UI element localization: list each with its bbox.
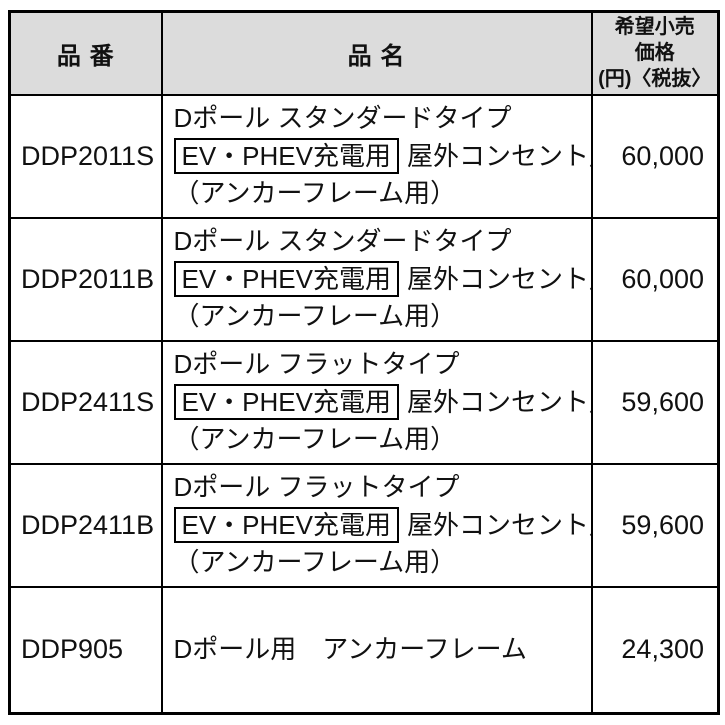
part-number: DDP2411B bbox=[8, 462, 163, 588]
part-number: DDP2011S bbox=[8, 93, 163, 219]
product-name-line2-rest: 屋外コンセント用 bbox=[407, 387, 590, 417]
ev-phev-badge: EV・PHEV充電用 bbox=[173, 507, 399, 543]
product-name-cell: Dポール フラットタイプ EV・PHEV充電用屋外コンセント用 （アンカーフレー… bbox=[160, 339, 593, 465]
product-name-cell: Dポール スタンダードタイプ EV・PHEV充電用屋外コンセント用 （アンカーフ… bbox=[160, 93, 593, 219]
part-number: DDP905 bbox=[8, 585, 163, 715]
header-retail-price: 希望小売 価格 (円)〈税抜〉 bbox=[590, 10, 720, 96]
ev-phev-badge: EV・PHEV充電用 bbox=[173, 261, 399, 297]
part-number: DDP2011B bbox=[8, 216, 163, 342]
price-value: 60,000 bbox=[590, 93, 720, 219]
header-retail-price-line2: 価格 bbox=[634, 42, 675, 65]
header-retail-price-line1: 希望小売 bbox=[614, 16, 695, 39]
table-row: DDP2011S Dポール スタンダードタイプ EV・PHEV充電用 屋外コンセン… bbox=[8, 93, 720, 219]
table-row: DDP905 Dポール用 アンカーフレーム 24,300 bbox=[8, 585, 720, 715]
part-number: DDP2411S bbox=[8, 339, 163, 465]
table-row: DDP2011B Dポール スタンダードタイプ EV・PHEV充電用 屋外コンセン… bbox=[8, 216, 720, 342]
header-retail-price-line3: (円)〈税抜〉 bbox=[598, 68, 712, 91]
product-name-cell: Dポール用 アンカーフレーム bbox=[160, 585, 593, 715]
price-value: 24,300 bbox=[590, 585, 720, 715]
product-name-line2: EV・PHEV充電用屋外コンセント用 bbox=[173, 383, 590, 421]
product-name-line1: Dポール スタンダードタイプ bbox=[173, 226, 512, 256]
product-name-line2: EV・PHEV充電用屋外コンセント用 bbox=[173, 137, 590, 175]
product-name-line2: EV・PHEV充電用屋外コンセント用 bbox=[173, 260, 590, 298]
ev-phev-badge: EV・PHEV充電用 bbox=[173, 138, 399, 174]
product-name-line2-rest: 屋外コンセント用 bbox=[407, 510, 590, 540]
product-name-line1: Dポール フラットタイプ bbox=[173, 349, 460, 379]
product-name-line2-rest: 屋外コンセント用 bbox=[407, 264, 590, 294]
product-name-line3: （アンカーフレーム用） bbox=[173, 547, 457, 577]
header-product-name: 品 名 bbox=[160, 10, 593, 96]
product-name-line3: （アンカーフレーム用） bbox=[173, 301, 457, 331]
table-row: DDP2411S Dポール フラットタイプ EV・PHEV充電用屋外コンセント用… bbox=[8, 339, 720, 465]
product-name-line3: （アンカーフレーム用） bbox=[173, 178, 457, 208]
table-row: DDP2411B Dポール フラットタイプ EV・PHEV充電用屋外コンセント用… bbox=[8, 462, 720, 588]
product-name-cell: Dポール スタンダードタイプ EV・PHEV充電用屋外コンセント用 （アンカーフ… bbox=[160, 216, 593, 342]
price-value: 59,600 bbox=[590, 462, 720, 588]
product-name-cell: Dポール フラットタイプ EV・PHEV充電用屋外コンセント用 （アンカーフレー… bbox=[160, 462, 593, 588]
ev-phev-badge: EV・PHEV充電用 bbox=[173, 384, 399, 420]
product-name-line2: EV・PHEV充電用屋外コンセント用 bbox=[173, 506, 590, 544]
product-name-line1: Dポール スタンダードタイプ bbox=[173, 103, 512, 133]
header-row: 品 番 品 名 希望小売 価格 (円)〈税抜〉 bbox=[8, 10, 720, 96]
price-value: 60,000 bbox=[590, 216, 720, 342]
price-value: 59,600 bbox=[590, 339, 720, 465]
price-table: 品 番 品 名 希望小売 価格 (円)〈税抜〉 DDP2011S Dポール スタ… bbox=[8, 10, 720, 715]
product-name-line1: Dポール フラットタイプ bbox=[173, 472, 460, 502]
product-name-line2-rest: 屋外コンセント用 bbox=[407, 141, 590, 171]
product-name-line1: Dポール用 アンカーフレーム bbox=[173, 634, 527, 665]
product-name-line3: （アンカーフレーム用） bbox=[173, 424, 457, 454]
header-part-number: 品 番 bbox=[8, 10, 163, 96]
